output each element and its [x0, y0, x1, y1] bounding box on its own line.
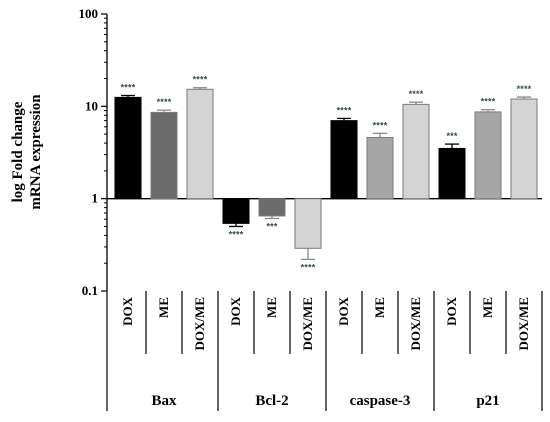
significance-label: **** — [337, 105, 352, 115]
category-label: ME — [264, 297, 279, 318]
bar — [474, 111, 502, 200]
significance-label: **** — [409, 89, 424, 99]
bar — [330, 120, 358, 200]
group-label: p21 — [476, 393, 499, 409]
category-label: DOX/ME — [300, 297, 315, 350]
bar — [114, 96, 142, 200]
bars: ****************************************… — [114, 75, 538, 272]
bar — [294, 198, 322, 249]
group-label: caspase-3 — [350, 393, 411, 409]
category-label: DOX — [336, 296, 351, 326]
y-axis-label-line: log Fold change — [10, 101, 26, 202]
significance-label: **** — [229, 229, 244, 239]
y-tick-label: 100 — [79, 6, 99, 21]
y-axis: 0.1 1 10 100 — [79, 6, 542, 298]
bar — [186, 88, 214, 200]
category-label: DOX/ME — [408, 297, 423, 350]
y-axis-label-line: mRNA expression — [28, 94, 44, 210]
group-label: Bax — [151, 393, 177, 409]
bar — [438, 147, 466, 200]
bar — [150, 111, 178, 200]
bar — [510, 98, 538, 200]
bar — [258, 198, 286, 217]
bar — [402, 103, 430, 200]
significance-label: *** — [266, 221, 277, 231]
category-label: DOX/ME — [192, 297, 207, 350]
category-table: DOX ME DOX/ME Bax DOX ME DOX/ME Bcl-2 DOX ME DOX/M… — [106, 291, 543, 411]
y-tick-label: 10 — [85, 98, 98, 113]
category-label: DOX — [444, 296, 459, 326]
bar — [366, 136, 394, 200]
significance-label: **** — [301, 262, 316, 272]
category-label: DOX — [120, 296, 135, 326]
y-tick-label: 0.1 — [82, 283, 98, 298]
group-label: Bcl-2 — [255, 393, 288, 409]
significance-label: **** — [373, 120, 388, 130]
y-axis-label: log Fold change mRNA expression — [10, 94, 44, 210]
significance-label: **** — [193, 75, 208, 85]
category-label: DOX — [228, 296, 243, 326]
significance-label: **** — [157, 97, 172, 107]
significance-label: **** — [517, 84, 532, 94]
category-label: ME — [372, 297, 387, 318]
significance-label: **** — [121, 83, 136, 93]
bar — [222, 198, 250, 224]
y-tick-label: 1 — [92, 191, 99, 206]
significance-label: *** — [446, 131, 457, 141]
category-label: ME — [480, 297, 495, 318]
category-label: DOX/ME — [516, 297, 531, 350]
significance-label: **** — [481, 97, 496, 107]
category-label: ME — [156, 297, 171, 318]
